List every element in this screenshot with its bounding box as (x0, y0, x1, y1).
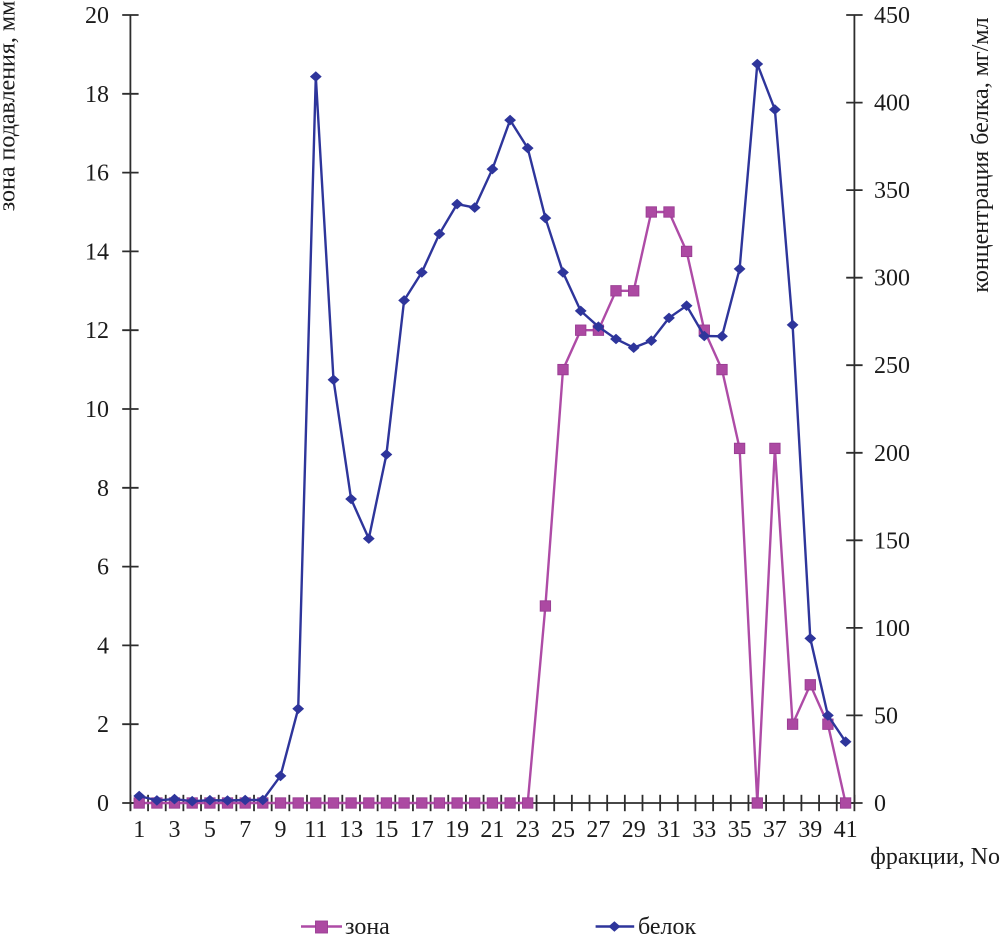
svg-text:37: 37 (763, 817, 787, 843)
svg-text:39: 39 (798, 817, 822, 843)
svg-text:зона: зона (345, 914, 390, 936)
svg-text:350: 350 (874, 178, 910, 204)
svg-text:4: 4 (97, 633, 109, 659)
svg-text:0: 0 (874, 791, 886, 817)
svg-text:300: 300 (874, 266, 910, 292)
svg-text:31: 31 (657, 817, 681, 843)
svg-text:200: 200 (874, 441, 910, 467)
svg-text:15: 15 (374, 817, 398, 843)
svg-text:29: 29 (622, 817, 646, 843)
svg-text:6: 6 (97, 555, 109, 581)
svg-text:0: 0 (97, 791, 109, 817)
svg-text:белок: белок (638, 914, 697, 936)
svg-text:7: 7 (239, 817, 251, 843)
svg-text:33: 33 (692, 817, 716, 843)
svg-text:250: 250 (874, 353, 910, 379)
svg-text:27: 27 (586, 817, 610, 843)
svg-text:25: 25 (551, 817, 575, 843)
svg-text:13: 13 (339, 817, 363, 843)
svg-text:5: 5 (204, 817, 216, 843)
svg-text:12: 12 (85, 318, 109, 344)
svg-text:14: 14 (85, 239, 109, 265)
svg-text:3: 3 (169, 817, 181, 843)
svg-text:9: 9 (275, 817, 287, 843)
svg-text:35: 35 (728, 817, 752, 843)
svg-text:16: 16 (85, 161, 109, 187)
svg-text:10: 10 (85, 397, 109, 423)
svg-text:2: 2 (97, 712, 109, 738)
svg-text:23: 23 (516, 817, 540, 843)
svg-text:21: 21 (480, 817, 504, 843)
svg-text:1: 1 (133, 817, 145, 843)
svg-text:18: 18 (85, 82, 109, 108)
svg-text:концентрация белка, мг/мл: концентрация белка, мг/мл (968, 17, 994, 292)
svg-text:100: 100 (874, 616, 910, 642)
svg-text:41: 41 (834, 817, 858, 843)
svg-text:150: 150 (874, 528, 910, 554)
svg-text:зона подавления, мм: зона подавления, мм (0, 1, 21, 212)
svg-text:400: 400 (874, 91, 910, 117)
svg-text:50: 50 (874, 703, 898, 729)
svg-text:17: 17 (410, 817, 434, 843)
svg-text:450: 450 (874, 3, 910, 29)
svg-text:11: 11 (304, 817, 327, 843)
svg-text:8: 8 (97, 476, 109, 502)
svg-text:20: 20 (85, 3, 109, 29)
svg-text:фракции, No: фракции, No (870, 844, 1000, 870)
svg-text:19: 19 (445, 817, 469, 843)
